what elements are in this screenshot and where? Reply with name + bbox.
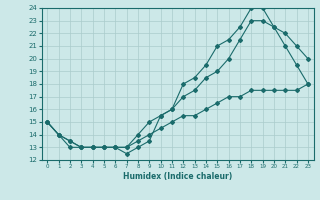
X-axis label: Humidex (Indice chaleur): Humidex (Indice chaleur) bbox=[123, 172, 232, 181]
